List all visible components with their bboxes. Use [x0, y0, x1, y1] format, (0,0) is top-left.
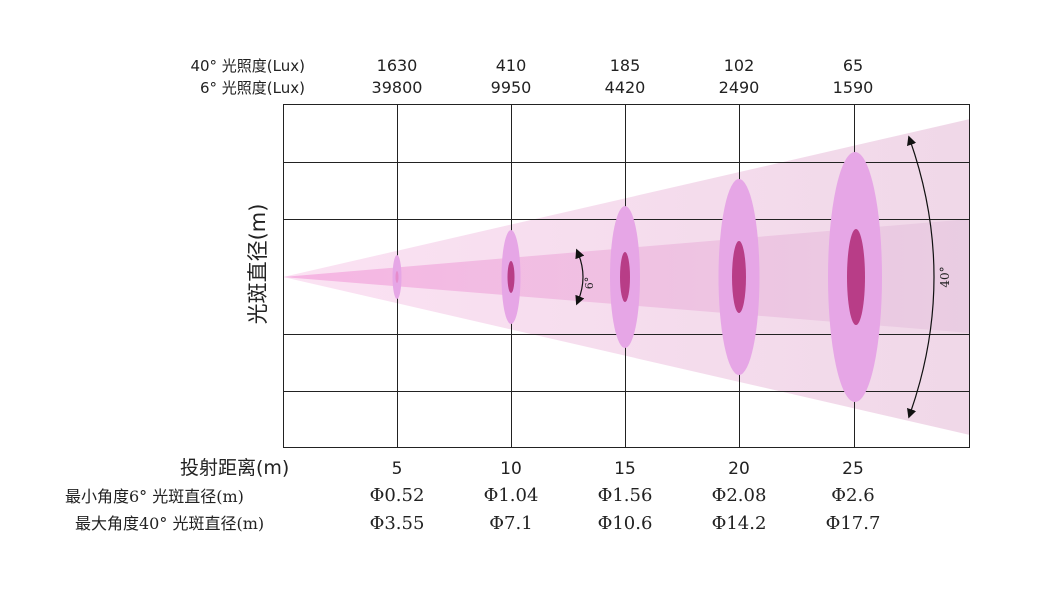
- narrow-spot-15m: [620, 252, 630, 302]
- lux-6-value: 9950: [491, 78, 532, 97]
- diameter-6-value: Φ2.08: [712, 485, 767, 506]
- narrow-angle-arc: [575, 248, 585, 306]
- y-axis-label: 光斑直径(m): [246, 204, 270, 325]
- lux-6-value: 39800: [372, 78, 423, 97]
- diameter-40-value: Φ14.2: [712, 513, 767, 534]
- diameter-40-value: Φ17.7: [826, 513, 881, 534]
- lux-40-values: 1630 410 185 102 65: [377, 56, 864, 75]
- wide-angle-label: 40°: [938, 266, 952, 287]
- narrow-spot-5m: [395, 271, 399, 283]
- narrow-spot-25m: [847, 229, 865, 325]
- lux-40-value: 185: [610, 56, 641, 75]
- lux-6-value: 2490: [719, 78, 760, 97]
- distance-value: 20: [728, 459, 750, 479]
- diameter-6-value: Φ2.6: [831, 485, 874, 506]
- diameter-40-value: Φ3.55: [370, 513, 425, 534]
- lux-6-values: 39800 9950 4420 2490 1590: [372, 78, 874, 97]
- narrow-angle-label: 6°: [583, 277, 596, 290]
- diameter-40-values: Φ3.55 Φ7.1 Φ10.6 Φ14.2 Φ17.7: [370, 513, 881, 534]
- distance-value: 25: [842, 459, 864, 479]
- narrow-spot-20m: [732, 241, 746, 313]
- diameter-40-value: Φ7.1: [489, 513, 532, 534]
- diameter-6-value: Φ0.52: [370, 485, 425, 506]
- lux-6-value: 1590: [833, 78, 874, 97]
- lux-6-value: 4420: [605, 78, 646, 97]
- wide-angle-arc: [907, 135, 935, 419]
- distance-value: 10: [500, 459, 522, 479]
- diameter-40-value: Φ10.6: [598, 513, 653, 534]
- lux-40-value: 65: [843, 56, 863, 75]
- distance-value: 15: [614, 459, 636, 479]
- lux-40-value: 102: [724, 56, 755, 75]
- min-diameter-row-label: 最小角度6° 光斑直径(m): [65, 487, 244, 506]
- diameter-6-values: Φ0.52 Φ1.04 Φ1.56 Φ2.08 Φ2.6: [370, 485, 875, 506]
- narrow-spot-10m: [507, 261, 515, 293]
- lux-6-header: 6° 光照度(Lux): [200, 79, 305, 97]
- narrow-spot-ellipses: [395, 229, 865, 325]
- x-axis-label: 投射距离(m): [180, 457, 289, 479]
- distance-value: 5: [392, 459, 403, 479]
- distance-values: 5 10 15 20 25: [392, 459, 864, 479]
- lux-40-value: 410: [496, 56, 527, 75]
- max-diameter-row-label: 最大角度40° 光斑直径(m): [75, 514, 264, 533]
- lux-40-value: 1630: [377, 56, 418, 75]
- diameter-6-value: Φ1.56: [598, 485, 653, 506]
- lux-40-header: 40° 光照度(Lux): [190, 57, 305, 75]
- diameter-6-value: Φ1.04: [484, 485, 539, 506]
